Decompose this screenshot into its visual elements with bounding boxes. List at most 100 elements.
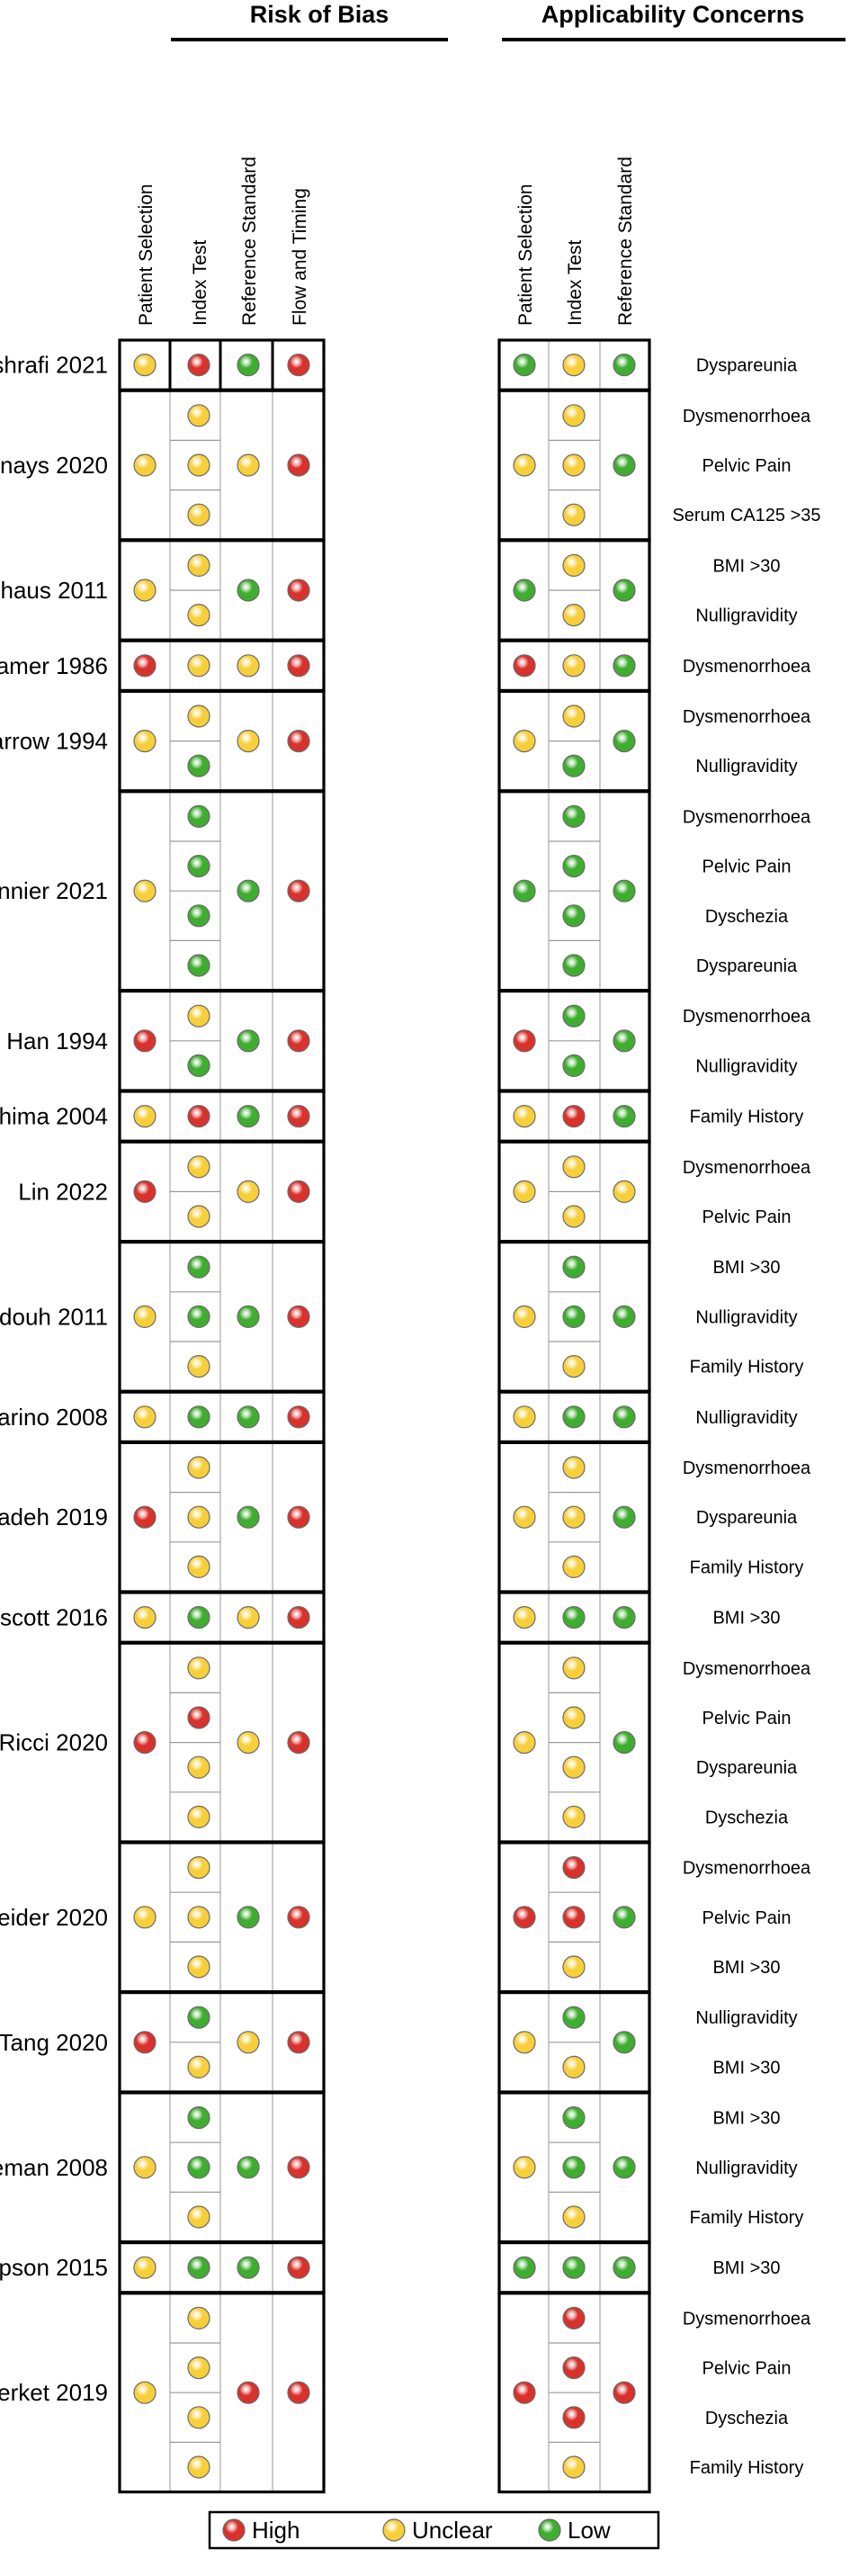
app-reference-standard-dot: Low: [613, 1730, 636, 1755]
app-index-test-dot: High: [562, 1104, 586, 1128]
app-index-test-dot: Unclear: [562, 1155, 586, 1179]
rob-index-test-dot: Low: [187, 2256, 210, 2279]
rob-reference-standard-dot: High: [237, 2381, 260, 2404]
rob-patient-selection-dot: High: [133, 1180, 157, 1204]
index-test-label: Dysmenorrhoea: [683, 2309, 811, 2329]
rob-flow-timing-dot: High: [287, 1180, 310, 1204]
app-index-test-dot: Unclear: [562, 354, 586, 377]
app-index-test-dot: Unclear: [562, 654, 586, 678]
rob-index-test-dot: Unclear: [187, 1456, 210, 1479]
rob-flow-timing-dot: High: [287, 1906, 310, 1929]
app-patient-selection-dot: Unclear: [513, 729, 536, 753]
applicability-header: Applicability Concerns: [541, 1, 805, 28]
app-index-test-dot: Low: [562, 2156, 586, 2179]
index-test-label: Pelvic Pain: [702, 2359, 792, 2379]
rob-index-test-dot: Low: [187, 1305, 210, 1329]
legend-box: [208, 2510, 660, 2550]
rob-index-test-dot: Unclear: [187, 2205, 210, 2229]
rob-reference-standard-dot: Low: [237, 879, 260, 902]
rob-patient-selection-dot: Unclear: [133, 1104, 157, 1128]
rob-reference-standard-dot: Unclear: [237, 2031, 260, 2054]
rob-index-test-dot: Unclear: [187, 1155, 210, 1179]
app-index-test-dot: Unclear: [562, 1656, 586, 1680]
index-test-label: Dysmenorrhoea: [683, 707, 811, 727]
rob-index-test-dot: Low: [187, 954, 210, 977]
rob-flow-timing-dot: High: [287, 2156, 310, 2179]
rob-block-border: [118, 2292, 326, 2494]
app-index-test-dot: Unclear: [562, 404, 586, 427]
app-patient-selection-dot: Unclear: [513, 2156, 536, 2179]
rob-index-test-dot: Unclear: [187, 705, 210, 728]
rob-patient-selection-dot: Unclear: [133, 579, 157, 602]
app-patient-selection-dot: Unclear: [513, 1405, 536, 1429]
app-index-test-dot: Unclear: [562, 453, 586, 477]
study-name: Schneider 2020: [0, 1904, 108, 1931]
study-name: Ashrafi 2021: [0, 352, 108, 379]
app-index-test-dot: Low: [562, 854, 586, 878]
rob-index-test-dot: Low: [187, 2006, 210, 2029]
app-index-test-dot: Low: [562, 2006, 586, 2029]
index-test-label: Nulligravidity: [695, 1408, 797, 1428]
rob-index-test-dot: Unclear: [187, 1805, 210, 1829]
rob-patient-selection-dot: High: [133, 1730, 157, 1755]
app-index-test-dot: High: [562, 2356, 586, 2380]
rob-index-test-dot: Low: [187, 1255, 210, 1279]
rob-reference-standard-dot: Low: [237, 1029, 260, 1053]
index-test-label: Pelvic Pain: [702, 1709, 792, 1728]
rob-patient-selection-dot: Unclear: [133, 354, 157, 377]
index-test-label: Nulligravidity: [695, 1307, 797, 1327]
rob-index-test-dot: High: [187, 1706, 210, 1729]
rob-flow-timing-dot: High: [287, 2031, 310, 2054]
rob-index-test-dot: Unclear: [187, 1656, 210, 1680]
rob-flow-timing-dot: High: [287, 654, 310, 678]
app-patient-selection-dot: Unclear: [513, 1180, 536, 1204]
rob-index-test-dot: Low: [187, 2106, 210, 2130]
app-index-test-dot: High: [562, 2306, 586, 2329]
rob-patient-selection-dot: Unclear: [133, 729, 157, 753]
app-index-test-dot: Unclear: [562, 603, 586, 627]
rob-reference-standard-dot: Low: [237, 1405, 260, 1429]
app-index-test-dot: Low: [562, 1405, 586, 1429]
app-reference-standard-dot: Low: [613, 453, 636, 477]
rob-flow-timing-dot: High: [287, 2256, 310, 2279]
app-patient-selection-dot: Unclear: [513, 1505, 536, 1529]
rob-patient-selection-dot: Unclear: [133, 453, 157, 477]
rob-patient-selection-dot: Unclear: [133, 1906, 157, 1929]
index-test-label: Nulligravidity: [695, 606, 797, 626]
app-reference-standard-dot: Low: [613, 2256, 636, 2279]
app-reference-standard-dot: Low: [613, 1029, 636, 1053]
rob-index-test-dot: Low: [187, 1054, 210, 1078]
rob-column-header-reference-standard: Reference Standard: [239, 157, 260, 326]
app-index-test-dot: Low: [562, 2106, 586, 2130]
rob-flow-timing-dot: High: [287, 1605, 310, 1629]
rob-index-test-dot: Low: [187, 854, 210, 878]
app-reference-standard-dot: Unclear: [613, 1180, 636, 1204]
rob-index-test-dot: Low: [187, 1605, 210, 1629]
app-patient-selection-dot: Unclear: [513, 1305, 536, 1329]
app-reference-standard-dot: High: [613, 2381, 636, 2404]
rob-index-test-dot: Unclear: [187, 654, 210, 678]
rob-flow-timing-dot: High: [287, 579, 310, 602]
rob-patient-selection-dot: Unclear: [133, 2381, 157, 2404]
app-index-test-dot: Low: [562, 1605, 586, 1629]
rob-index-test-dot: Unclear: [187, 1505, 210, 1529]
rob-flow-timing-dot: High: [287, 879, 310, 902]
app-index-test-dot: Unclear: [562, 705, 586, 728]
rob-patient-selection-dot: Unclear: [133, 2256, 157, 2279]
rob-reference-standard-dot: Low: [237, 1104, 260, 1128]
rob-index-test-dot: Unclear: [187, 603, 210, 627]
index-test-label: Dyschezia: [705, 2409, 789, 2428]
index-test-label: Pelvic Pain: [702, 456, 792, 476]
rob-index-test-dot: Low: [187, 2156, 210, 2179]
index-test-label: Dyspareunia: [696, 956, 798, 976]
rob-index-test-dot: Unclear: [187, 1205, 210, 1228]
rob-reference-standard-dot: Unclear: [237, 1730, 260, 1755]
rob-reference-standard-dot: Low: [237, 1505, 260, 1529]
rob-reference-standard-dot: Unclear: [237, 1605, 260, 1629]
app-index-test-dot: Unclear: [562, 553, 586, 578]
rob-index-test-dot: Unclear: [187, 1004, 210, 1028]
rob-flow-timing-dot: High: [287, 729, 310, 753]
rob-index-test-dot: Unclear: [187, 1856, 210, 1880]
rob-flow-timing-dot: High: [287, 1730, 310, 1755]
